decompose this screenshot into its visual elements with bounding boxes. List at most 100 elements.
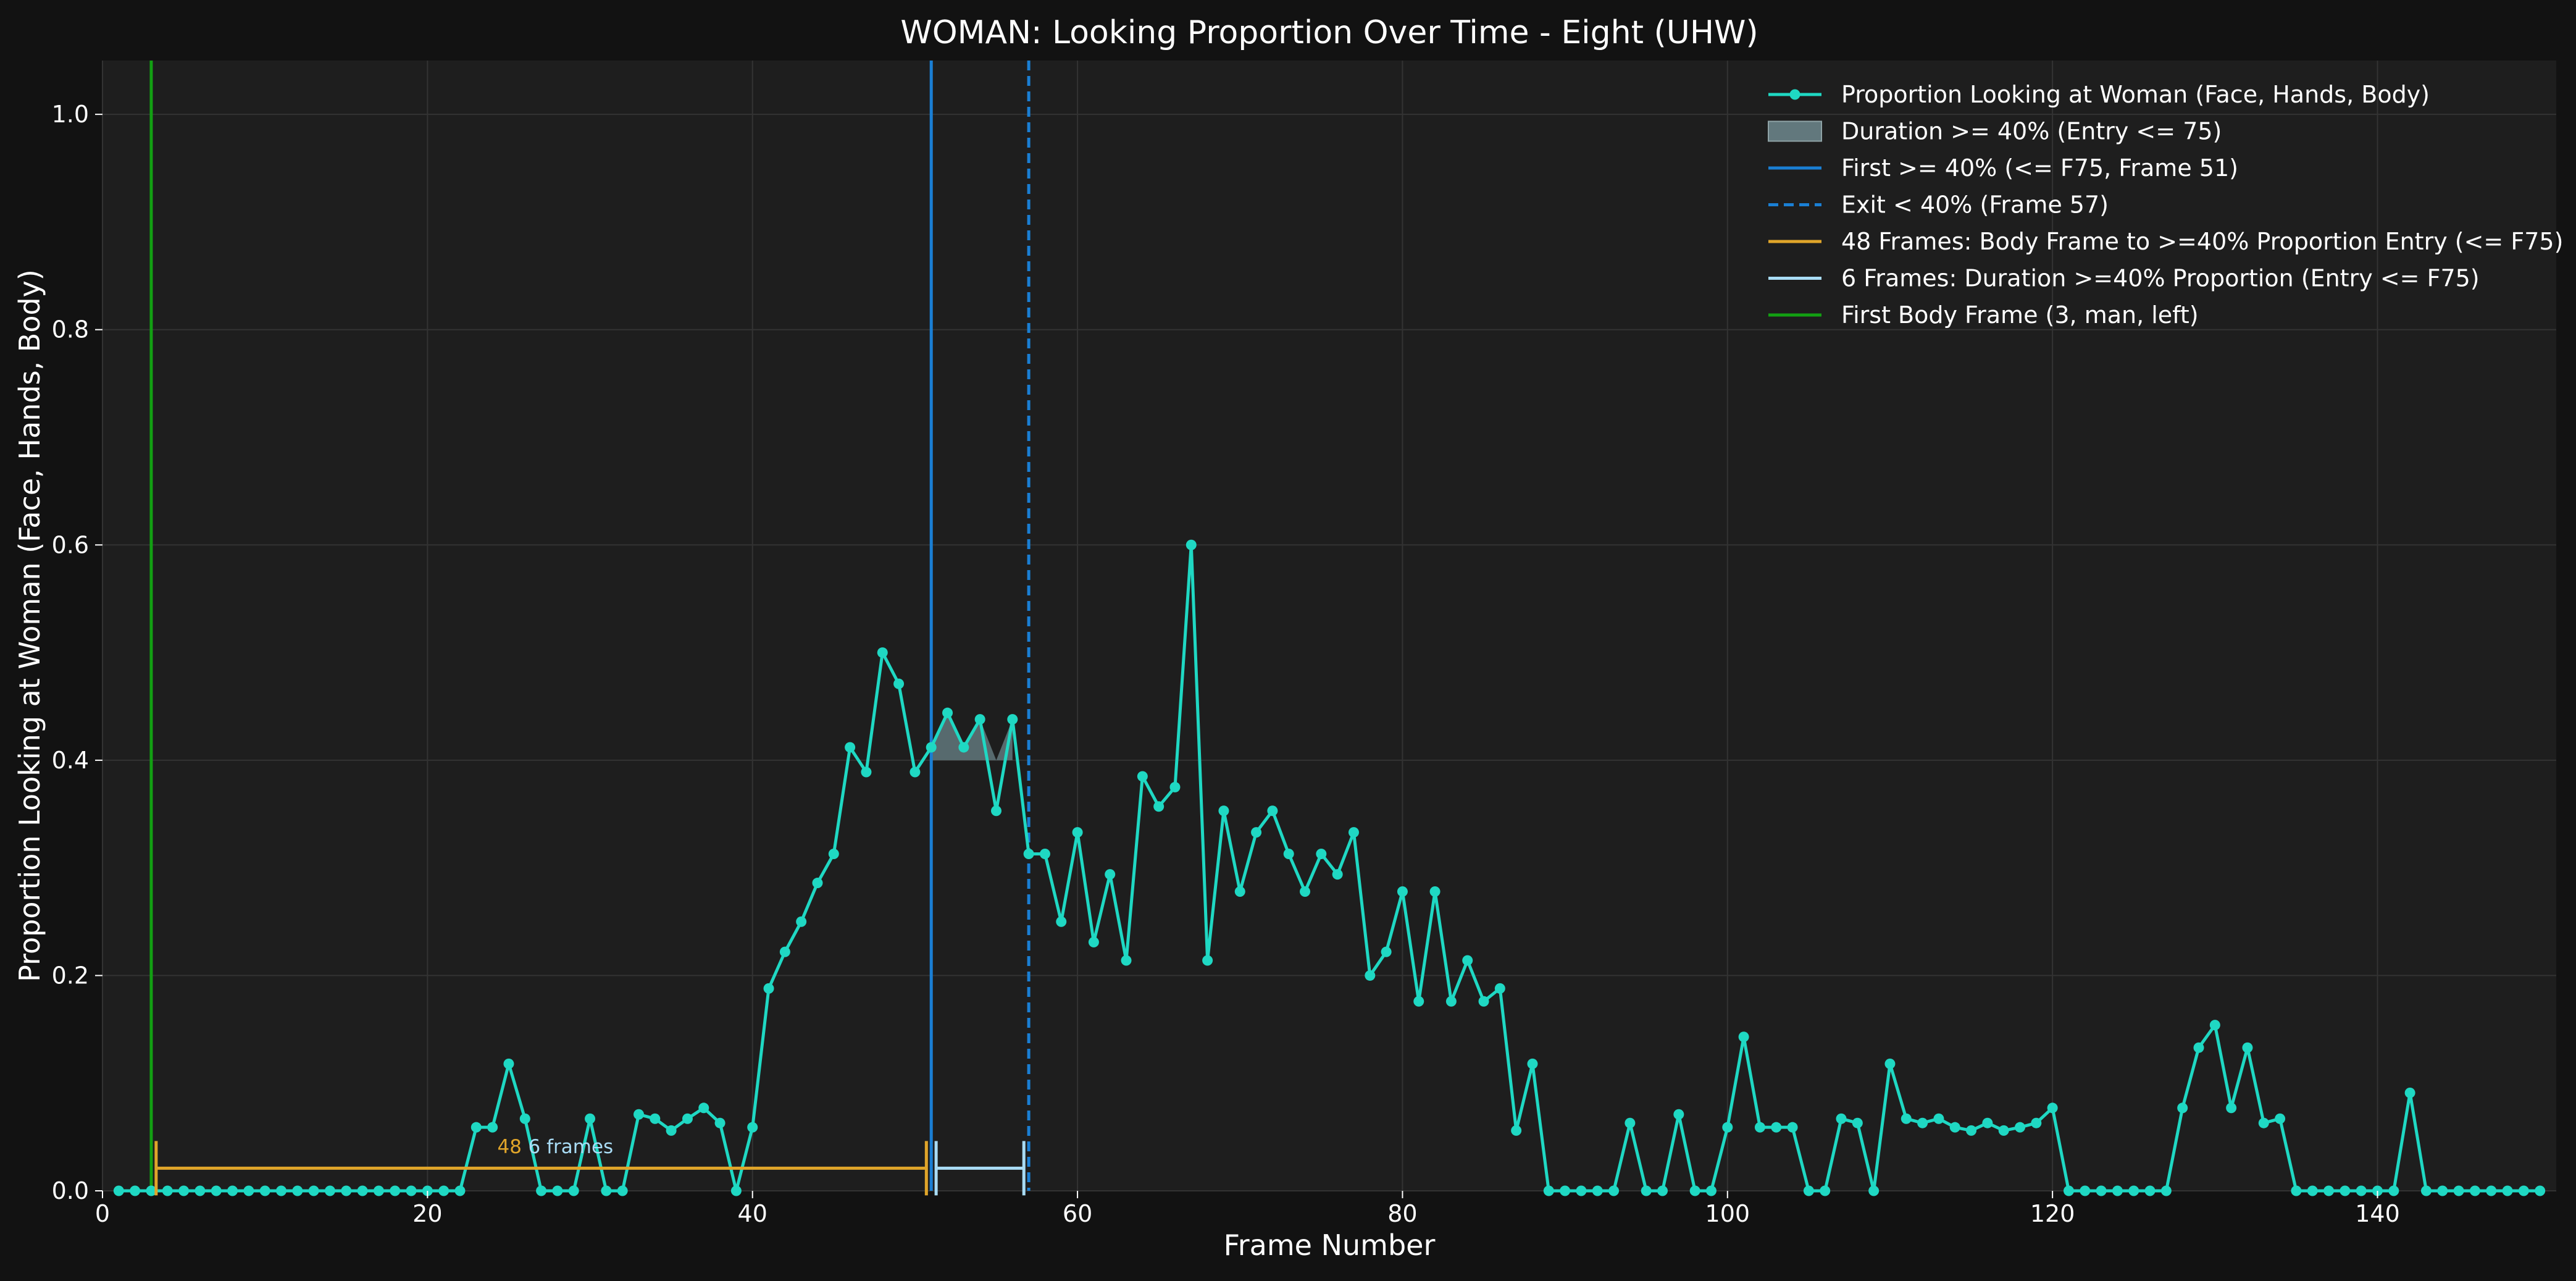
data-point <box>454 1186 465 1196</box>
data-point <box>1202 956 1213 966</box>
data-point <box>1316 849 1326 859</box>
svg-text:Proportion Looking at Woman (F: Proportion Looking at Woman (Face, Hands… <box>1841 81 2430 108</box>
data-point <box>2323 1186 2334 1196</box>
data-point <box>341 1186 351 1196</box>
x-tick-label: 100 <box>1705 1200 1750 1227</box>
data-point <box>292 1186 303 1196</box>
x-tick-label: 60 <box>1063 1200 1092 1227</box>
x-tick-label: 120 <box>2030 1200 2075 1227</box>
data-point <box>1641 1186 1652 1196</box>
data-point <box>1950 1122 1960 1133</box>
data-point <box>243 1186 254 1196</box>
data-point <box>1007 714 1018 724</box>
data-point <box>569 1186 579 1196</box>
data-point <box>2226 1102 2236 1113</box>
data-point <box>1365 970 1375 981</box>
data-point <box>1089 937 1099 947</box>
data-point <box>1690 1186 1700 1196</box>
data-point <box>1527 1059 1537 1069</box>
data-point <box>698 1102 709 1113</box>
data-point <box>1332 869 1343 880</box>
data-point <box>1381 947 1392 957</box>
data-point <box>1820 1186 1830 1196</box>
data-point <box>114 1186 124 1196</box>
data-point <box>1901 1114 1912 1124</box>
data-point <box>1284 849 1294 859</box>
svg-text:First >= 40% (<= F75, Frame 51: First >= 40% (<= F75, Frame 51) <box>1841 154 2238 182</box>
data-point <box>1771 1122 1781 1133</box>
data-point <box>2145 1186 2156 1196</box>
data-point <box>2210 1020 2220 1030</box>
data-point <box>1511 1125 1521 1136</box>
data-point <box>1479 996 1489 1007</box>
data-point <box>1397 886 1408 897</box>
data-point <box>2015 1122 2025 1133</box>
data-point <box>877 647 888 658</box>
data-point <box>503 1059 514 1069</box>
data-point <box>406 1186 417 1196</box>
data-point <box>487 1122 498 1133</box>
data-point <box>731 1186 742 1196</box>
data-point <box>1137 771 1148 782</box>
svg-text:6 Frames: Duration >=40% Propo: 6 Frames: Duration >=40% Proportion (Ent… <box>1841 265 2480 292</box>
data-point <box>1852 1118 1863 1128</box>
data-point <box>2031 1118 2041 1128</box>
data-point <box>130 1186 140 1196</box>
data-point <box>1495 983 1505 994</box>
data-point <box>585 1114 595 1124</box>
y-tick-label: 1.0 <box>52 101 89 128</box>
data-point <box>1040 849 1050 859</box>
data-point <box>2535 1186 2545 1196</box>
data-point <box>1982 1118 1993 1128</box>
data-point <box>178 1186 189 1196</box>
data-point <box>162 1186 173 1196</box>
legend-item-proportion[interactable]: Proportion Looking at Woman (Face, Hands… <box>1768 81 2430 108</box>
y-axis-label: Proportion Looking at Woman (Face, Hands… <box>13 269 46 982</box>
y-tick-label: 0.6 <box>52 531 89 558</box>
data-point <box>2454 1186 2464 1196</box>
data-point <box>2291 1186 2301 1196</box>
legend-item-6-frames[interactable]: 6 Frames: Duration >=40% Proportion (Ent… <box>1768 265 2480 292</box>
legend-item-48-frames[interactable]: 48 Frames: Body Frame to >=40% Proportio… <box>1768 228 2563 255</box>
data-point <box>194 1186 205 1196</box>
data-point <box>552 1186 562 1196</box>
data-point <box>1657 1186 1668 1196</box>
data-point <box>2437 1186 2448 1196</box>
data-point <box>2503 1186 2513 1196</box>
data-point <box>520 1114 530 1124</box>
y-tick-label: 0.2 <box>52 962 89 989</box>
data-point <box>1251 827 1261 838</box>
data-point <box>666 1125 677 1136</box>
data-point <box>617 1186 628 1196</box>
data-point <box>438 1186 449 1196</box>
data-point <box>829 849 839 859</box>
data-point <box>1300 886 1310 897</box>
data-point <box>926 742 937 752</box>
data-point <box>1056 917 1066 927</box>
data-point <box>1430 886 1441 897</box>
data-point <box>2405 1088 2415 1098</box>
data-point <box>309 1186 319 1196</box>
data-point <box>1625 1118 1635 1128</box>
data-point <box>2047 1102 2058 1113</box>
data-point <box>325 1186 335 1196</box>
data-point <box>1673 1109 1684 1120</box>
data-point <box>2194 1043 2204 1053</box>
data-point <box>471 1122 482 1133</box>
svg-text:Exit < 40% (Frame 57): Exit < 40% (Frame 57) <box>1841 191 2109 219</box>
data-point <box>374 1186 384 1196</box>
data-point <box>764 983 774 994</box>
data-point <box>1413 996 1424 1007</box>
bracket-annotation-6-frames: 6 frames <box>529 1136 614 1158</box>
data-point <box>1755 1122 1765 1133</box>
data-point <box>2096 1186 2107 1196</box>
data-point <box>2470 1186 2480 1196</box>
data-point <box>2388 1186 2399 1196</box>
data-point <box>1544 1186 1554 1196</box>
data-point <box>1608 1186 1619 1196</box>
data-point <box>2340 1186 2350 1196</box>
data-point <box>1235 886 1245 897</box>
data-point <box>2307 1186 2318 1196</box>
data-point <box>1186 540 1197 550</box>
x-tick-label: 140 <box>2355 1200 2400 1227</box>
